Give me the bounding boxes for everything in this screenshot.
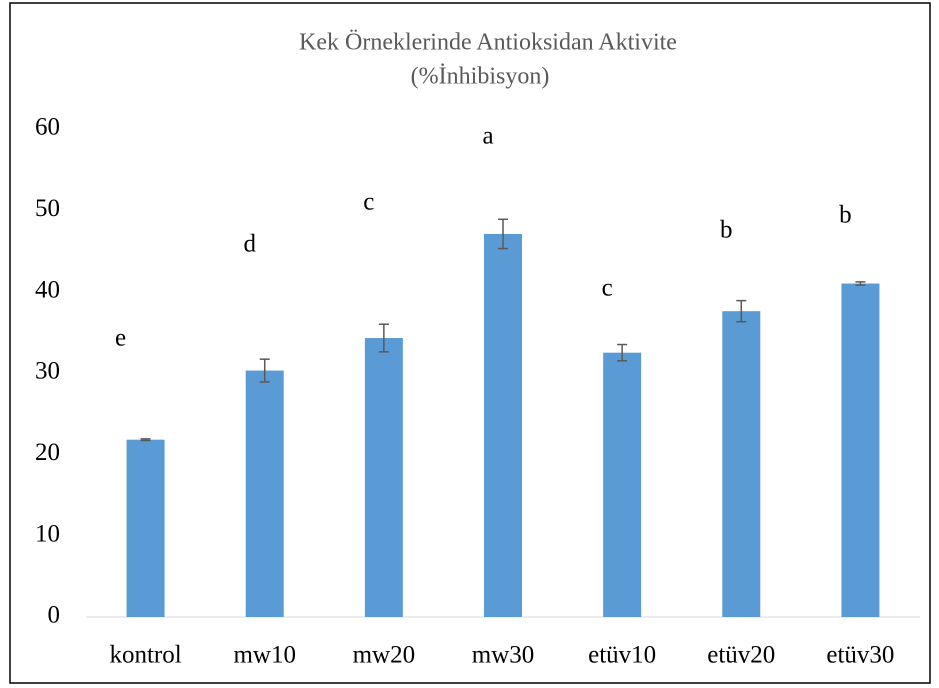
significance-letter: b	[839, 202, 852, 229]
x-tick-label: mw20	[353, 642, 416, 669]
y-tick-label: 50	[35, 195, 60, 222]
x-tick-label: kontrol	[109, 642, 181, 669]
significance-letter: e	[115, 325, 126, 352]
bar	[722, 311, 761, 617]
error-bar	[378, 323, 389, 353]
y-tick-label: 30	[35, 358, 60, 385]
x-tick-label: mw30	[472, 642, 535, 669]
chart-subtitle: (%İnhibisyon)	[411, 64, 550, 90]
bar	[364, 338, 403, 617]
chart-title: Kek Örneklerinde Antioksidan Aktivite	[299, 30, 677, 56]
error-bar	[736, 299, 747, 323]
bar	[841, 283, 880, 617]
significance-letter: a	[482, 123, 493, 150]
error-bar	[498, 218, 508, 250]
y-tick-label: 10	[35, 520, 60, 547]
y-tick-label: 60	[35, 114, 60, 141]
y-tick-label: 0	[48, 602, 61, 629]
x-tick-label: mw10	[233, 642, 296, 669]
y-tick-label: 20	[35, 439, 60, 466]
significance-letter: c	[363, 189, 374, 216]
x-tick-label: etüv10	[588, 642, 656, 669]
x-tick-label: etüv30	[826, 642, 894, 669]
error-bar	[617, 343, 628, 362]
x-tick-label: etüv20	[707, 642, 775, 669]
significance-letter: b	[720, 217, 733, 244]
significance-letter: c	[602, 275, 613, 302]
bar	[603, 352, 642, 617]
significance-letter: d	[243, 231, 256, 258]
error-bar	[259, 358, 270, 383]
error-bar	[855, 281, 866, 286]
error-bar	[140, 438, 151, 442]
bar	[126, 439, 165, 617]
bar	[484, 233, 522, 618]
y-tick-label: 40	[35, 276, 60, 303]
bar	[245, 370, 284, 617]
